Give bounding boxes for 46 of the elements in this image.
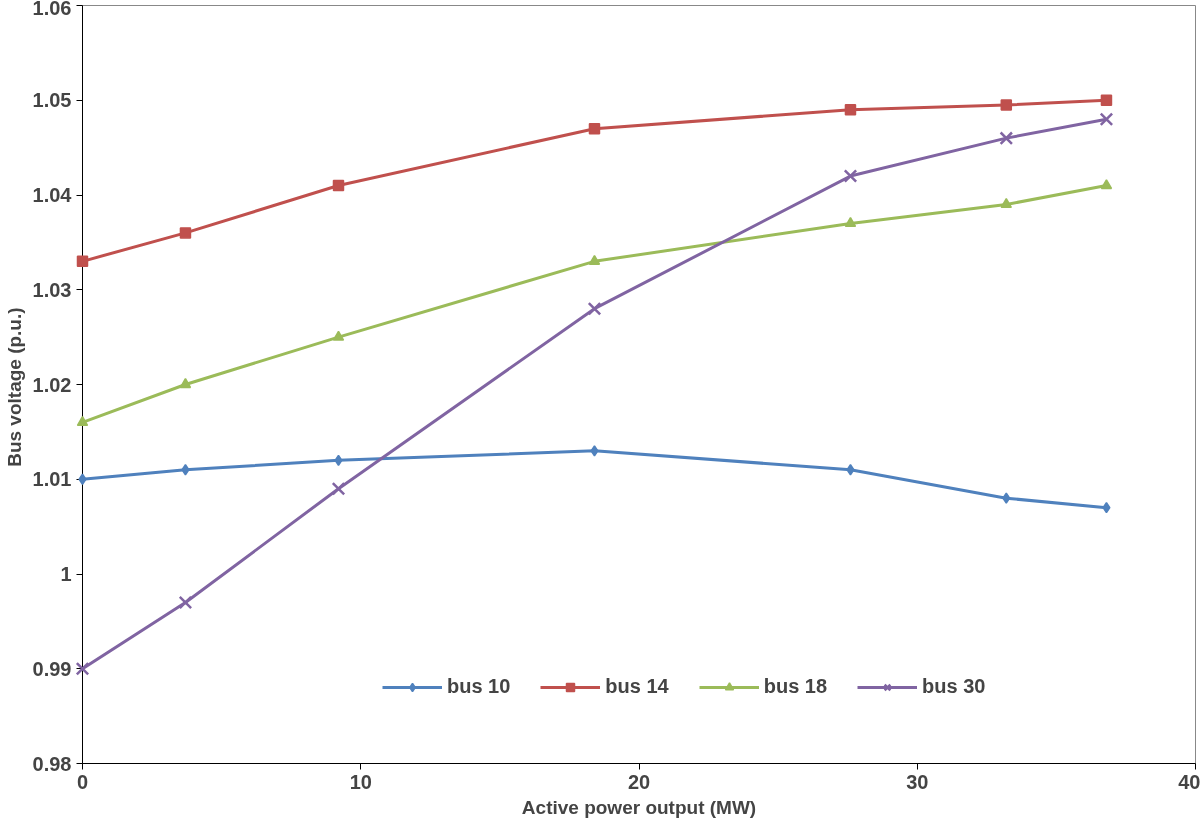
legend-label: bus 14: [605, 675, 669, 698]
x-tick-label: 10: [349, 770, 372, 793]
point: [588, 254, 601, 265]
legend-label: bus 18: [763, 675, 828, 698]
point: [1100, 179, 1113, 190]
point: [179, 227, 192, 239]
y-tick-label: 1.03: [32, 278, 72, 301]
legend-label: bus 10: [447, 675, 511, 698]
y-tick-label: 1.01: [32, 468, 72, 491]
x-axis-title: Active power output (MW): [521, 796, 757, 818]
x-tick-label: 0: [76, 770, 89, 793]
point: [588, 122, 601, 135]
legend-label: bus 30: [922, 675, 986, 698]
point: [78, 473, 87, 485]
x-tick-label: 40: [1178, 770, 1201, 793]
point: [331, 481, 346, 496]
point: [590, 445, 599, 457]
y-tick-label: 1: [60, 563, 72, 585]
point: [846, 464, 855, 476]
point: [587, 301, 602, 316]
point: [1000, 99, 1013, 111]
point: [76, 415, 89, 427]
point: [1100, 94, 1113, 106]
point: [179, 377, 192, 389]
point: [844, 103, 857, 116]
y-tick-label: 1.05: [32, 89, 72, 112]
point: [75, 661, 90, 676]
y-tick-label: 1.02: [32, 373, 72, 396]
point: [178, 595, 193, 610]
y-axis-title: Bus voltage (p.u.): [3, 307, 25, 467]
x-tick-label: 30: [906, 770, 929, 793]
point: [1099, 112, 1114, 127]
point: [843, 169, 858, 183]
point: [1000, 197, 1013, 209]
point: [332, 330, 345, 341]
y-tick-label: 1.04: [32, 184, 73, 206]
point: [76, 255, 89, 268]
point: [844, 216, 857, 228]
y-tick-label: 0.99: [32, 657, 72, 680]
y-tick-label: 1.06: [32, 0, 72, 19]
point: [999, 131, 1014, 146]
y-tick-label: 0.98: [32, 752, 72, 775]
x-tick-label: 20: [627, 770, 651, 793]
point: [1002, 492, 1011, 504]
point: [332, 179, 345, 192]
point: [181, 464, 190, 476]
